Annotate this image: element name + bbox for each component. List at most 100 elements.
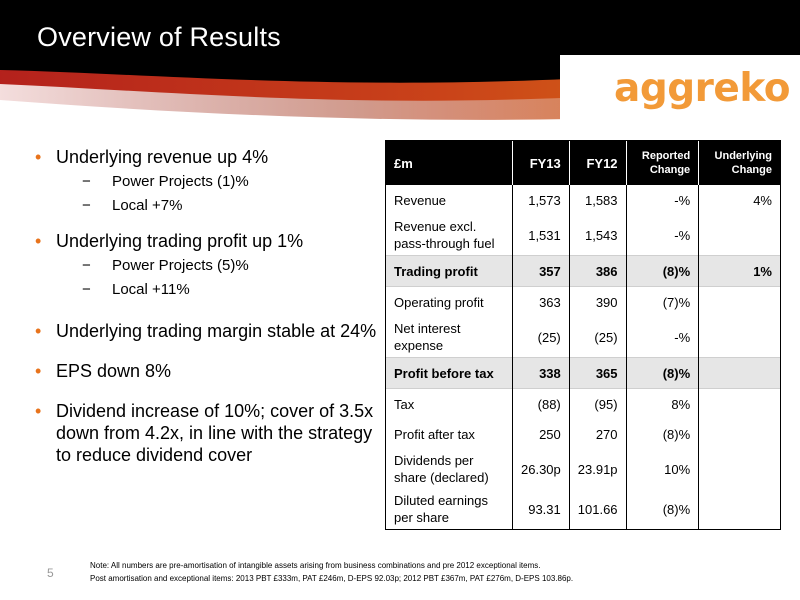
sub-bullet-item: − Local +7% — [34, 196, 379, 216]
bullet-text: Underlying trading profit up 1% — [56, 231, 304, 251]
table-row: Diluted earnings per share 93.31 101.66 (8)… — [386, 489, 780, 529]
table-cell: -% — [626, 317, 700, 358]
table-cell: 1,531 — [512, 215, 570, 256]
bullet-dot-icon: • — [35, 231, 42, 251]
table-cell: -% — [626, 215, 700, 256]
table-row: Dividends per share (declared) 26.30p 23.9… — [386, 449, 780, 489]
table-header-row: £m FY13 FY12 Reported Change Underlying … — [386, 141, 780, 185]
table-cell — [699, 287, 780, 318]
table-row: Trading profit 357 386 (8)% 1% — [386, 255, 780, 287]
table-body: Revenue 1,573 1,583 -% 4% Revenue excl. pass-… — [386, 185, 780, 529]
row-label: Diluted earnings per share — [386, 489, 513, 529]
row-label: Tax — [386, 388, 513, 419]
sub-bullet-item: − Power Projects (1)% — [34, 172, 379, 192]
table-cell: (25) — [512, 317, 570, 358]
column-header: FY12 — [569, 141, 627, 185]
bullet-item: • Underlying trading profit up 1% — [34, 230, 379, 252]
table-cell — [699, 215, 780, 256]
table-cell: 1% — [698, 255, 780, 287]
table-cell: 365 — [569, 357, 627, 389]
table-cell — [699, 449, 780, 489]
footnote-line: Post amortisation and exceptional items:… — [90, 574, 574, 583]
sub-bullet-item: − Power Projects (5)% — [34, 256, 379, 276]
header-band: Overview of Results aggreko — [0, 0, 800, 122]
row-label: Profit before tax — [386, 357, 513, 389]
bullet-text: Underlying revenue up 4% — [56, 147, 269, 167]
table-cell — [699, 389, 780, 420]
bullet-text: Dividend increase of 10%; cover of 3.5x … — [56, 401, 374, 465]
column-header: Reported Change — [626, 141, 700, 185]
footnote-line: Note: All numbers are pre-amortisation o… — [90, 561, 541, 570]
table-cell — [699, 489, 780, 529]
table-cell: (8)% — [626, 419, 700, 449]
sub-bullet-text: Power Projects (5)% — [112, 257, 249, 274]
results-table: £m FY13 FY12 Reported Change Underlying … — [385, 140, 781, 530]
footnote: Note: All numbers are pre-amortisation o… — [90, 559, 573, 585]
bullet-text: EPS down 8% — [56, 361, 172, 381]
sub-bullet-text: Local +7% — [112, 197, 183, 214]
column-header: FY13 — [512, 141, 570, 185]
bullet-dot-icon: • — [35, 361, 42, 381]
table-cell: 390 — [569, 286, 627, 317]
table-cell: -% — [626, 185, 700, 215]
table-row: Revenue 1,573 1,583 -% 4% — [386, 185, 780, 215]
table-cell: (7)% — [626, 286, 700, 317]
row-label: Net interest expense — [386, 317, 513, 358]
table-cell: 4% — [753, 192, 772, 208]
table-cell — [698, 357, 780, 389]
table-cell: (25) — [569, 317, 627, 358]
table-cell: 10% — [626, 449, 700, 489]
dash-icon: − — [82, 257, 91, 274]
sub-bullet-item: − Local +11% — [34, 280, 379, 300]
table-cell: 101.66 — [569, 489, 627, 529]
table-row: Revenue excl. pass-through fuel 1,531 1,54… — [386, 215, 780, 256]
table-cell: (8)% — [626, 255, 700, 287]
table-cell: 250 — [512, 419, 570, 449]
table-cell: 338 — [512, 357, 570, 389]
table-row: Profit after tax 250 270 (8)% — [386, 419, 780, 449]
bullet-text: Underlying trading margin stable at 24% — [56, 321, 377, 341]
table-cell: (8)% — [626, 357, 700, 389]
table-row: Profit before tax 338 365 (8)% — [386, 357, 780, 389]
bullet-dot-icon: • — [35, 321, 42, 341]
table-cell: 386 — [569, 255, 627, 287]
table-cell: (95) — [569, 388, 627, 419]
table-cell — [699, 419, 780, 449]
table-cell: 1,543 — [569, 215, 627, 256]
table-cell: 270 — [569, 419, 627, 449]
aggreko-logo: aggreko — [614, 66, 791, 111]
table-cell: 1,583 — [569, 185, 627, 215]
table-cell: (88) — [512, 388, 570, 419]
table-cell: 8% — [626, 388, 700, 419]
table-cell: 23.91p — [569, 449, 627, 489]
row-label: Operating profit — [386, 286, 513, 317]
dash-icon: − — [82, 281, 91, 298]
table-cell — [699, 317, 780, 358]
dash-icon: − — [82, 173, 91, 190]
table-row: Net interest expense (25) (25) -% — [386, 317, 780, 358]
table-cell: 357 — [512, 255, 570, 287]
bullet-list: • Underlying revenue up 4% − Power Proje… — [34, 146, 379, 466]
dash-icon: − — [82, 197, 91, 214]
table-cell: 26.30p — [512, 449, 570, 489]
table-cell: 1,573 — [512, 185, 570, 215]
page-number: 5 — [47, 566, 54, 580]
bullet-dot-icon: • — [35, 401, 42, 421]
column-header: Underlying Change — [698, 141, 780, 185]
row-label: Profit after tax — [386, 419, 513, 449]
row-label: Trading profit — [386, 255, 513, 287]
row-label: Revenue — [386, 185, 513, 215]
table-row: Tax (88) (95) 8% — [386, 388, 780, 420]
table-cell: 363 — [512, 286, 570, 317]
table-cell: (8)% — [626, 489, 700, 529]
row-label: Dividends per share (declared) — [386, 449, 513, 489]
bullet-item: • Underlying revenue up 4% — [34, 146, 379, 168]
bullet-item: • Underlying trading margin stable at 24… — [34, 320, 379, 342]
sub-bullet-text: Local +11% — [112, 281, 190, 298]
sub-bullet-text: Power Projects (1)% — [112, 173, 249, 190]
header-swoosh — [0, 55, 800, 122]
page-title: Overview of Results — [37, 22, 281, 52]
table-cell: 93.31 — [512, 489, 570, 529]
bullet-dot-icon: • — [35, 147, 42, 167]
row-label: Revenue excl. pass-through fuel — [386, 215, 513, 256]
